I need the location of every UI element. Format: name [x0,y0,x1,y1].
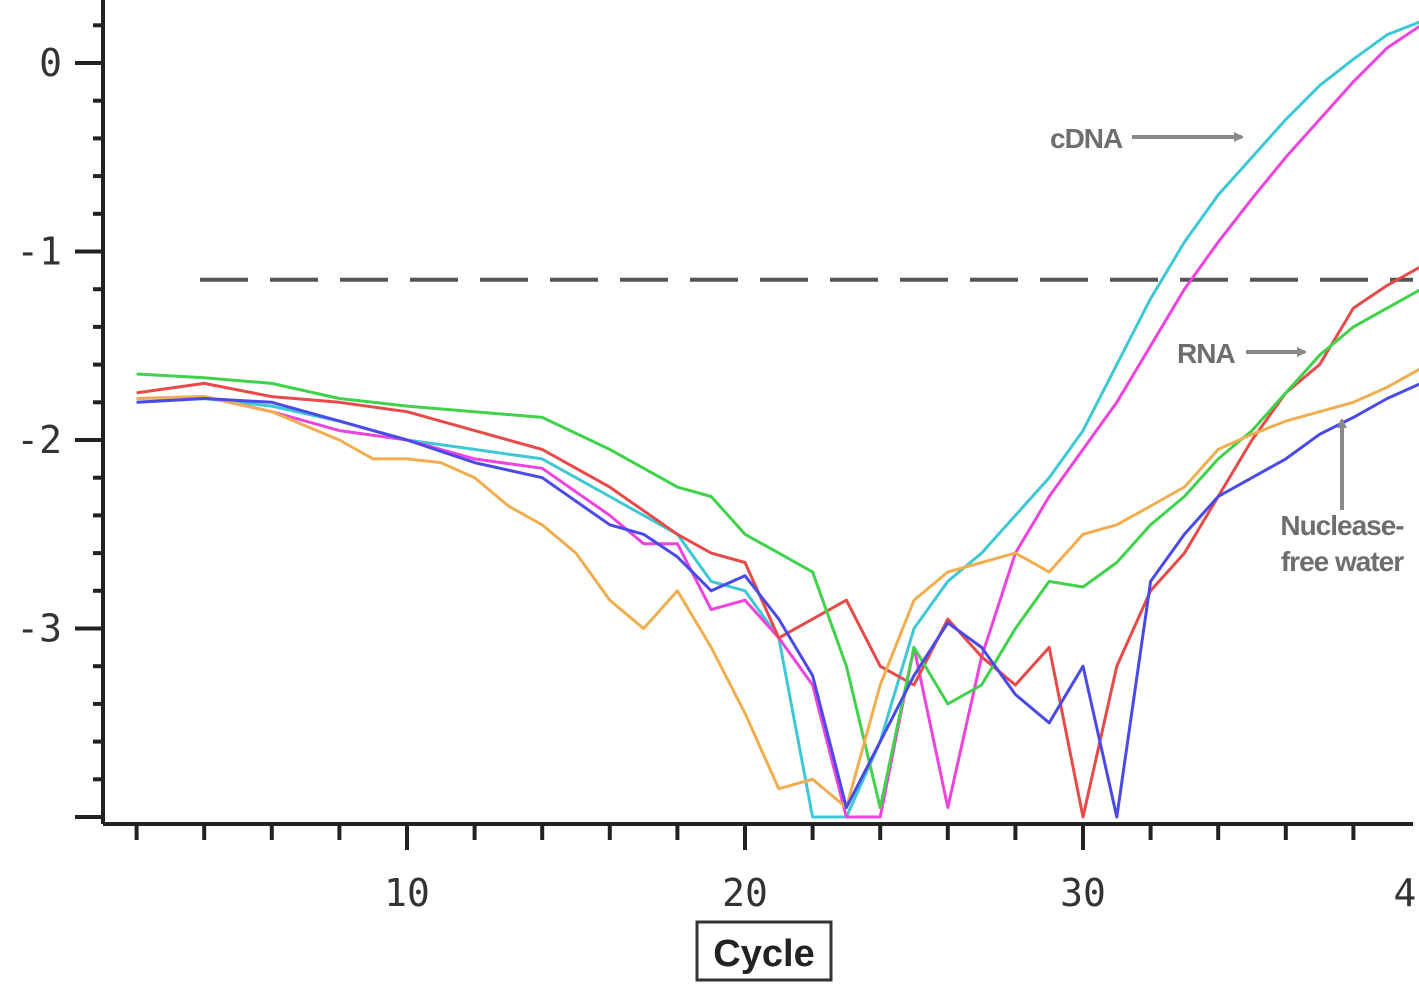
series-line-3 [136,265,1419,819]
y-tick-label: -2 [16,418,62,462]
x-axis-title: Cycle [713,933,814,975]
y-tick-label: -3 [16,607,62,651]
axes-layer: 0 -1 -2 -3 10 20 30 4 [16,0,1416,915]
x-axis-title-frame [695,920,833,982]
y-tick-label: -1 [16,230,62,274]
annotation-layer: cDNA RNA Nuclease-free water [1050,123,1405,577]
series-line-6 [136,382,1419,819]
series-layer [136,20,1419,819]
annotation-label: RNA [1177,338,1235,369]
x-tick-label: 4 [1394,871,1417,915]
x-tick-label: 10 [384,871,430,915]
series-line-4 [136,288,1419,810]
series-line-5 [136,367,1419,810]
annotation-label: Nuclease- [1280,510,1404,541]
x-tick-label: 30 [1060,871,1106,915]
series-line-1 [136,20,1419,819]
annotation-label-line2: free water [1281,546,1404,577]
annotation-label: cDNA [1050,123,1123,154]
y-tick-label: 0 [39,41,62,85]
x-axis-title-box: Cycle [695,920,833,982]
x-tick-label: 20 [722,871,768,915]
